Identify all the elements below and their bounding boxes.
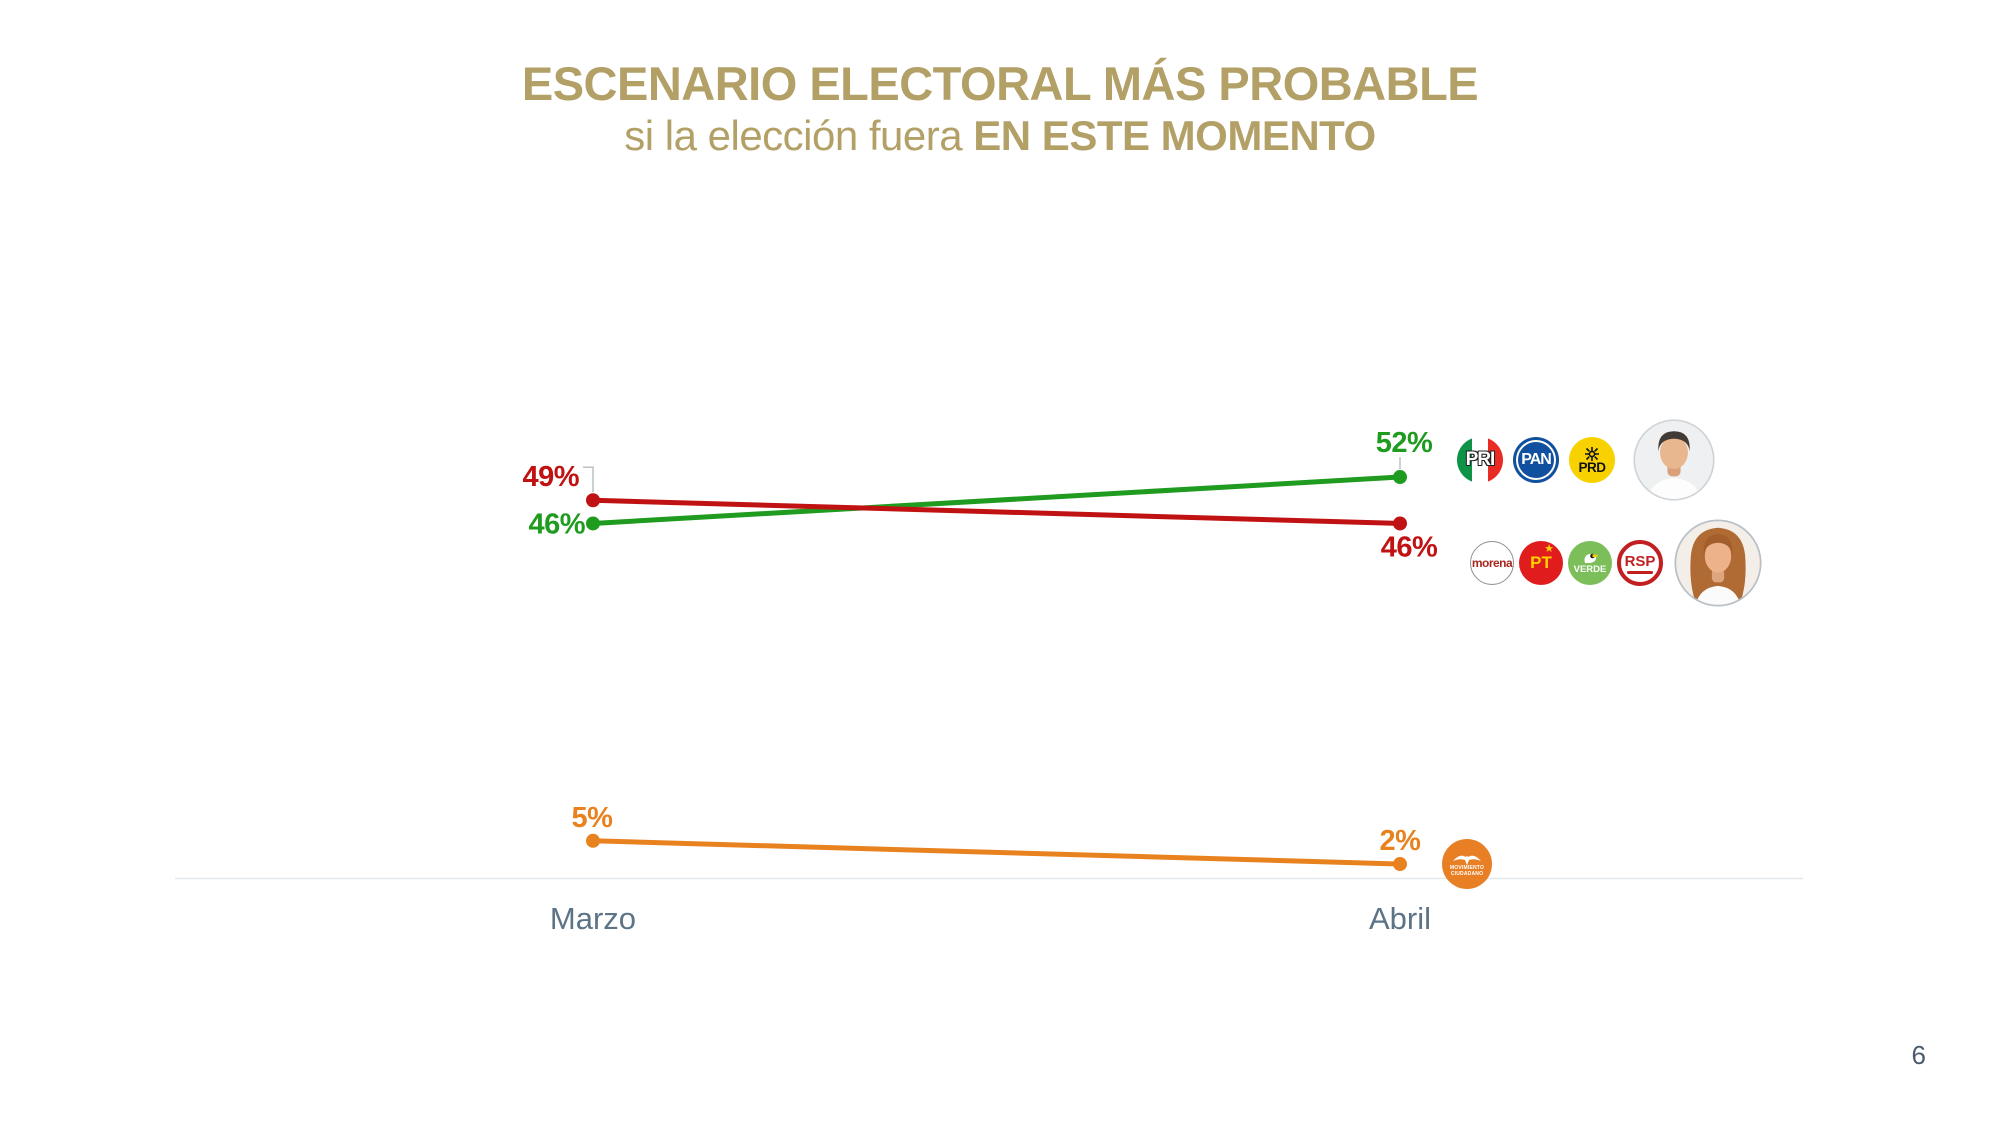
verde-label: VERDE <box>1573 564 1607 575</box>
male-candidate-photo <box>1633 419 1715 501</box>
value-label-MORENA-PT-VERDE-RSP-Marzo: 49% <box>522 461 579 493</box>
label-leader-line <box>583 466 594 493</box>
value-label-PRI-PAN-PRD-Abril: 52% <box>1376 427 1433 459</box>
rsp-logo-icon: RSP <box>1617 540 1663 586</box>
coalition-pri-pan-prd: PRI PAN PRD <box>1457 419 1715 501</box>
prd-logo-icon: PRD <box>1569 437 1615 483</box>
data-point-PRI-PAN-PRD-Abril <box>1393 470 1407 485</box>
data-point-MORENA-PT-VERDE-RSP-Abril <box>1393 516 1407 531</box>
value-label-Movimiento Ciudadano-Marzo: 5% <box>572 802 614 834</box>
slide-title: ESCENARIO ELECTORAL MÁS PROBABLE si la e… <box>0 57 2000 160</box>
verde-toucan-icon <box>1584 553 1598 563</box>
pt-logo-icon: ★ PT <box>1519 541 1563 585</box>
series-line-Movimiento Ciudadano <box>590 838 1403 867</box>
title-line-1: ESCENARIO ELECTORAL MÁS PROBABLE <box>521 57 1479 110</box>
value-label-MORENA-PT-VERDE-RSP-Abril: 46% <box>1381 531 1438 563</box>
month-label-Abril: Abril <box>1369 901 1431 936</box>
pt-star-icon: ★ <box>1544 543 1554 555</box>
verde-logo-icon: VERDE <box>1568 541 1612 585</box>
data-point-Movimiento Ciudadano-Abril <box>1393 857 1407 872</box>
female-candidate-photo <box>1674 519 1762 607</box>
rsp-slogan-bar <box>1627 570 1653 574</box>
rsp-label: RSP <box>1624 552 1656 570</box>
mc-eagle-icon <box>1453 855 1481 865</box>
mc-label-line1: MOVIMIENTO <box>1449 864 1485 871</box>
pt-label: PT <box>1530 553 1552 572</box>
pri-logo-icon: PRI <box>1457 437 1503 483</box>
movimiento-ciudadano-logo-icon: MOVIMIENTO CIUDADANO <box>1442 839 1492 889</box>
pri-label: PRI <box>1465 449 1496 470</box>
mc-label-line2: CIUDADANO <box>1450 870 1484 877</box>
data-point-PRI-PAN-PRD-Marzo <box>586 516 600 531</box>
data-point-Movimiento Ciudadano-Marzo <box>586 833 600 848</box>
title-line2-bold: EN ESTE MOMENTO <box>973 111 1376 159</box>
prd-label: PRD <box>1578 459 1606 475</box>
pan-logo-icon: PAN <box>1513 437 1559 483</box>
data-point-MORENA-PT-VERDE-RSP-Marzo <box>586 493 600 508</box>
month-label-Marzo: Marzo <box>550 901 636 936</box>
title-line2-regular: si la elección fuera <box>624 111 974 159</box>
value-label-Movimiento Ciudadano-Abril: 2% <box>1380 825 1422 857</box>
prd-sun-icon <box>1585 446 1599 461</box>
pan-label: PAN <box>1521 451 1552 468</box>
series-line-PRI-PAN-PRD <box>590 474 1403 526</box>
morena-logo-icon: morena <box>1470 541 1514 585</box>
coalition-morena-pt-verde-rsp: morena ★ PT VERDE RSP <box>1470 519 1762 607</box>
title-line-2: si la elección fuera EN ESTE MOMENTO <box>0 112 2000 161</box>
series-line-MORENA-PT-VERDE-RSP <box>590 497 1403 526</box>
page-number: 6 <box>1911 1040 1926 1070</box>
value-label-PRI-PAN-PRD-Marzo: 46% <box>528 508 585 540</box>
pri-tricolor <box>1457 437 1503 483</box>
mc-label: MOVIMIENTO CIUDADANO <box>1450 865 1484 877</box>
morena-label: morena <box>1471 556 1513 570</box>
